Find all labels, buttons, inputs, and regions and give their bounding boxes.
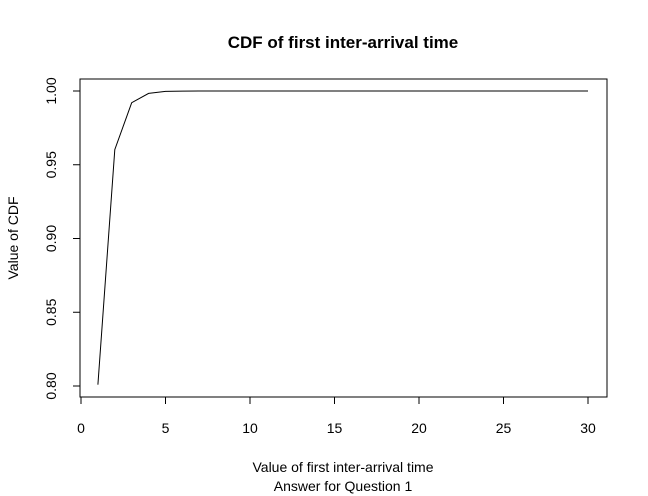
x-tick-label: 20 (411, 420, 427, 436)
y-axis: 0.80 0.85 0.90 0.95 1.00 (43, 77, 81, 400)
series-layer (97, 90, 588, 385)
y-tick-label: 0.90 (43, 225, 59, 252)
y-tick-label: 0.80 (43, 372, 59, 399)
plot-frame (79, 78, 608, 398)
x-axis-label: Value of first inter-arrival time (252, 459, 433, 475)
y-axis-label: Value of CDF (5, 197, 21, 280)
chart-title: CDF of first inter-arrival time (228, 33, 459, 52)
x-tick-label: 25 (496, 420, 512, 436)
y-tick-label: 0.95 (43, 151, 59, 178)
cdf-line (97, 90, 588, 385)
x-axis: 0 5 10 15 20 25 30 (77, 396, 596, 436)
x-tick-label: 10 (242, 420, 258, 436)
y-tick-label: 1.00 (43, 77, 59, 104)
x-axis-sublabel: Answer for Question 1 (274, 478, 413, 494)
x-tick-label: 30 (580, 420, 596, 436)
x-tick-label: 15 (327, 420, 343, 436)
x-tick-label: 0 (77, 420, 85, 436)
y-tick-label: 0.85 (43, 298, 59, 325)
x-tick-label: 5 (162, 420, 170, 436)
